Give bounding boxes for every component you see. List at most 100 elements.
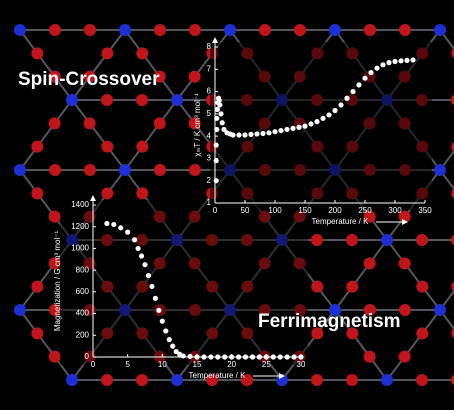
lattice-atom — [49, 211, 61, 223]
data-point — [217, 98, 222, 103]
data-point — [139, 253, 144, 258]
page: 05010015020025030035012345678Temperature… — [0, 0, 454, 410]
data-point — [208, 354, 213, 359]
data-point — [160, 319, 165, 324]
lattice-node — [329, 24, 341, 36]
lattice-atom — [311, 234, 323, 246]
y-axis-label: Magnetization / G cm³ mol⁻¹ — [53, 231, 62, 332]
figure: 05010015020025030035012345678Temperature… — [0, 0, 454, 410]
inset-backdrop — [210, 42, 432, 210]
y-tick-label: 800 — [76, 265, 90, 274]
data-point — [368, 70, 373, 75]
data-point — [350, 89, 355, 94]
data-point — [230, 132, 235, 137]
y-tick-label: 200 — [76, 330, 90, 339]
data-point — [229, 354, 234, 359]
x-tick-label: 250 — [358, 206, 372, 215]
lattice-atom — [399, 257, 411, 269]
data-point — [278, 128, 283, 133]
x-tick-label: 15 — [193, 360, 202, 369]
data-point — [104, 221, 109, 226]
data-point — [220, 120, 225, 125]
lattice-atom — [416, 281, 428, 293]
annotation: Ferrimagnetism — [258, 311, 401, 332]
data-point — [290, 126, 295, 131]
data-point — [272, 129, 277, 134]
data-point — [222, 354, 227, 359]
data-point — [266, 130, 271, 135]
lattice-atom — [136, 374, 148, 386]
data-point — [194, 354, 199, 359]
lattice-node — [14, 304, 26, 316]
y-tick-label: 6 — [207, 87, 212, 96]
lattice-atom — [31, 47, 43, 59]
lattice-atom — [101, 47, 113, 59]
x-tick-label: 20 — [227, 360, 236, 369]
inset-backdrop — [60, 200, 308, 365]
lattice-atom — [31, 141, 43, 153]
lattice-atom — [84, 24, 96, 36]
lattice-atom — [346, 281, 358, 293]
lattice-node — [119, 164, 131, 176]
data-point — [254, 131, 259, 136]
lattice-atom — [84, 117, 96, 129]
lattice-node — [381, 234, 393, 246]
x-tick-label: 30 — [297, 360, 306, 369]
lattice-node — [381, 374, 393, 386]
lattice-node — [434, 304, 446, 316]
x-tick-label: 10 — [158, 360, 167, 369]
data-point — [320, 116, 325, 121]
data-point — [215, 107, 220, 112]
data-point — [332, 108, 337, 113]
data-point — [170, 344, 175, 349]
data-point — [156, 308, 161, 313]
data-point — [218, 111, 223, 116]
y-tick-label: 0 — [85, 352, 90, 361]
lattice-node — [14, 164, 26, 176]
lattice-atom — [364, 257, 376, 269]
data-point — [187, 354, 192, 359]
data-point — [250, 354, 255, 359]
lattice-atom — [31, 187, 43, 199]
lattice-atom — [154, 164, 166, 176]
x-tick-label: 5 — [125, 360, 130, 369]
lattice-node — [171, 94, 183, 106]
lattice-node — [434, 164, 446, 176]
data-point — [118, 225, 123, 230]
x-tick-label: 150 — [298, 206, 312, 215]
data-point — [111, 222, 116, 227]
data-point — [374, 66, 379, 71]
data-point — [271, 354, 276, 359]
lattice-atom — [101, 374, 113, 386]
lattice-atom — [84, 164, 96, 176]
lattice-atom — [49, 351, 61, 363]
data-point — [314, 119, 319, 124]
lattice-atom — [49, 117, 61, 129]
data-point — [302, 124, 307, 129]
lattice-atom — [136, 47, 148, 59]
y-tick-label: 1400 — [71, 200, 89, 209]
lattice-atom — [154, 117, 166, 129]
data-point — [217, 102, 222, 107]
data-point — [242, 132, 247, 137]
x-tick-label: 0 — [213, 206, 218, 215]
lattice-atom — [346, 234, 358, 246]
x-tick-label: 200 — [328, 206, 342, 215]
lattice-atom — [416, 234, 428, 246]
data-point — [264, 354, 269, 359]
data-point — [380, 62, 385, 67]
data-point — [236, 354, 241, 359]
lattice-atom — [136, 187, 148, 199]
y-tick-label: 2 — [207, 176, 212, 185]
lattice-atom — [294, 24, 306, 36]
y-tick-label: 4 — [207, 131, 212, 140]
data-point — [125, 230, 130, 235]
data-point — [398, 58, 403, 63]
y-tick-label: 1 — [207, 198, 212, 207]
lattice-atom — [136, 94, 148, 106]
data-point — [338, 102, 343, 107]
data-point — [291, 354, 296, 359]
lattice-atom — [399, 351, 411, 363]
lattice-atom — [399, 304, 411, 316]
data-point — [298, 354, 303, 359]
